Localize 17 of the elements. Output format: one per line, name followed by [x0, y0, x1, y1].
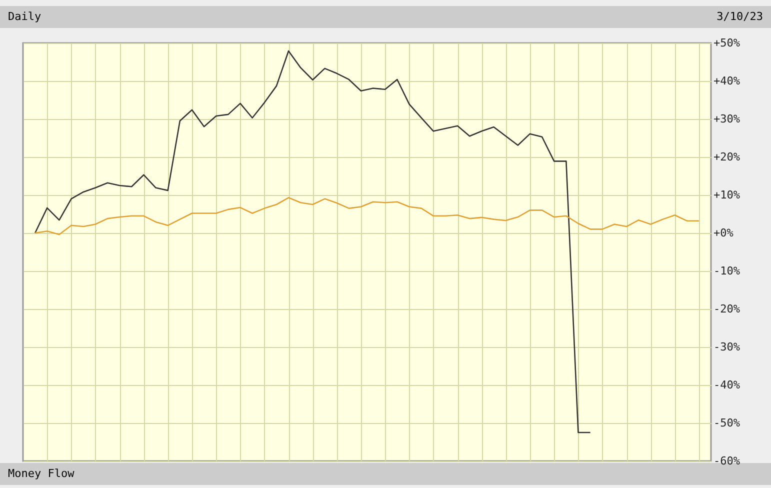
- y-tick-label: +0%: [714, 226, 734, 240]
- y-tick-label: +50%: [714, 36, 740, 50]
- y-tick-label: +30%: [714, 112, 740, 126]
- y-tick-label: +10%: [714, 188, 740, 202]
- chart-title: Daily: [8, 9, 42, 25]
- text: Money Flow: [8, 466, 74, 482]
- y-tick-label: +40%: [714, 74, 740, 88]
- y-tick-label: -50%: [714, 416, 740, 430]
- text: 3/10/23: [716, 9, 763, 25]
- y-tick-label: -60%: [714, 454, 740, 468]
- line-series: [34, 50, 591, 434]
- y-tick-label: -30%: [714, 340, 740, 354]
- y-tick-label: +20%: [714, 150, 740, 164]
- y-tick-label: -10%: [714, 264, 740, 278]
- y-tick-label: -40%: [714, 378, 740, 392]
- y-tick-label: -20%: [714, 302, 740, 316]
- line-series: [34, 197, 700, 236]
